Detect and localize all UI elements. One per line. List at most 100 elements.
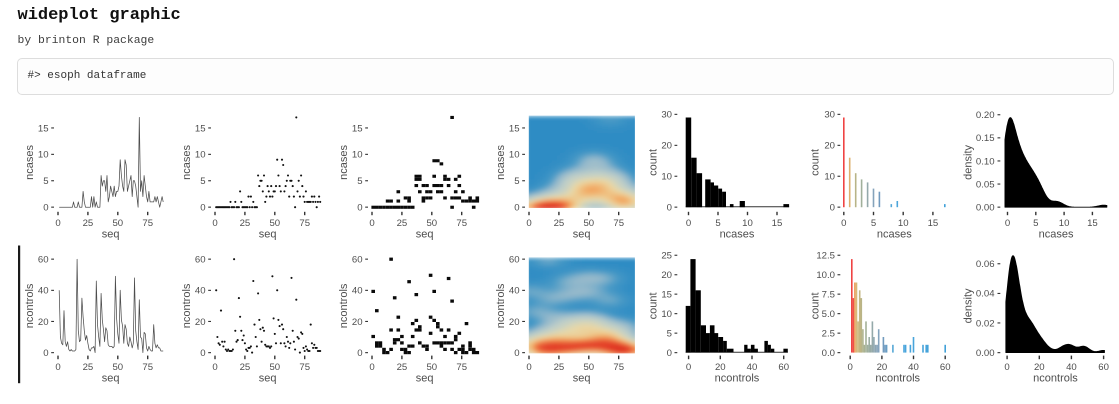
svg-text:0: 0 (55, 362, 60, 373)
svg-text:ncontrols: ncontrols (875, 373, 920, 385)
svg-text:0: 0 (200, 203, 205, 214)
svg-text:seq: seq (573, 373, 591, 385)
svg-text:5: 5 (357, 176, 362, 187)
svg-text:40: 40 (908, 362, 919, 373)
svg-text:25: 25 (240, 362, 251, 373)
svg-text:0: 0 (667, 348, 672, 359)
svg-text:0: 0 (212, 218, 217, 229)
svg-text:ncontrols: ncontrols (24, 283, 36, 328)
svg-text:75: 75 (613, 362, 624, 373)
svg-text:2.5: 2.5 (822, 328, 835, 339)
svg-text:25: 25 (83, 218, 94, 229)
svg-text:density: density (963, 288, 975, 323)
svg-text:75: 75 (142, 362, 153, 373)
svg-text:10: 10 (824, 172, 835, 183)
svg-text:50: 50 (583, 218, 594, 229)
svg-text:5: 5 (200, 176, 205, 187)
svg-text:0: 0 (526, 218, 531, 229)
svg-text:20: 20 (877, 362, 888, 373)
svg-text:ncontrols: ncontrols (715, 373, 760, 385)
svg-text:0: 0 (357, 203, 362, 214)
svg-text:75: 75 (142, 218, 153, 229)
svg-text:count: count (648, 292, 660, 319)
svg-text:0: 0 (55, 218, 60, 229)
svg-text:10: 10 (661, 172, 672, 183)
svg-text:7.5: 7.5 (822, 290, 835, 301)
svg-text:25: 25 (397, 362, 408, 373)
svg-text:0.06: 0.06 (976, 259, 995, 270)
svg-text:5: 5 (1033, 218, 1038, 229)
svg-text:30: 30 (661, 110, 672, 121)
svg-text:seq: seq (102, 228, 120, 240)
svg-text:15: 15 (509, 123, 520, 134)
svg-text:15: 15 (928, 218, 939, 229)
svg-text:20: 20 (661, 270, 672, 281)
svg-text:75: 75 (613, 218, 624, 229)
svg-text:75: 75 (299, 362, 310, 373)
svg-text:50: 50 (269, 218, 280, 229)
svg-text:15: 15 (195, 123, 206, 134)
svg-text:0.20: 0.20 (976, 110, 995, 121)
svg-text:0.04: 0.04 (976, 289, 995, 300)
svg-text:ncases: ncases (877, 228, 912, 240)
svg-text:15: 15 (1087, 218, 1098, 229)
svg-text:0: 0 (1004, 362, 1009, 373)
svg-text:40: 40 (509, 286, 520, 297)
svg-text:5: 5 (871, 218, 876, 229)
svg-text:75: 75 (456, 362, 467, 373)
svg-text:0.05: 0.05 (976, 179, 995, 190)
svg-text:20: 20 (195, 317, 206, 328)
svg-text:seq: seq (102, 373, 120, 385)
svg-text:ncontrols: ncontrols (338, 283, 350, 328)
svg-text:ncontrols: ncontrols (181, 283, 193, 328)
svg-text:0: 0 (667, 203, 672, 214)
svg-text:ncontrols: ncontrols (1033, 373, 1078, 385)
svg-text:seq: seq (416, 373, 434, 385)
svg-text:20: 20 (661, 141, 672, 152)
svg-text:10: 10 (38, 150, 49, 161)
svg-text:ncases: ncases (1039, 228, 1074, 240)
svg-text:5.0: 5.0 (822, 309, 835, 320)
svg-text:0: 0 (841, 218, 846, 229)
svg-text:10: 10 (1059, 218, 1070, 229)
svg-text:ncases: ncases (495, 144, 507, 179)
svg-text:count: count (810, 149, 822, 176)
svg-text:50: 50 (583, 362, 594, 373)
svg-text:60: 60 (195, 255, 206, 266)
svg-text:0.15: 0.15 (976, 133, 995, 144)
svg-text:0: 0 (369, 362, 374, 373)
svg-text:count: count (810, 292, 822, 319)
svg-text:60: 60 (1098, 362, 1109, 373)
svg-text:0: 0 (514, 203, 519, 214)
svg-text:75: 75 (299, 218, 310, 229)
svg-text:25: 25 (554, 218, 565, 229)
svg-text:15: 15 (352, 123, 363, 134)
svg-text:0: 0 (200, 348, 205, 359)
svg-text:40: 40 (195, 286, 206, 297)
svg-text:0.00: 0.00 (976, 203, 995, 214)
svg-text:10: 10 (352, 150, 363, 161)
svg-text:10: 10 (898, 218, 909, 229)
svg-text:15: 15 (661, 290, 672, 301)
svg-text:20: 20 (1034, 362, 1045, 373)
svg-text:0: 0 (830, 203, 835, 214)
svg-text:25: 25 (554, 362, 565, 373)
svg-text:10.0: 10.0 (816, 270, 835, 281)
svg-text:20: 20 (715, 362, 726, 373)
svg-text:40: 40 (747, 362, 758, 373)
svg-text:ncases: ncases (24, 144, 36, 179)
svg-text:seq: seq (259, 228, 277, 240)
svg-text:50: 50 (112, 362, 123, 373)
svg-text:60: 60 (509, 255, 520, 266)
svg-text:75: 75 (456, 218, 467, 229)
svg-text:20: 20 (352, 317, 363, 328)
svg-text:0: 0 (514, 348, 519, 359)
svg-text:40: 40 (1066, 362, 1077, 373)
svg-text:40: 40 (38, 286, 49, 297)
svg-text:12.5: 12.5 (816, 251, 835, 262)
svg-text:5: 5 (514, 176, 519, 187)
svg-text:0.10: 0.10 (976, 156, 995, 167)
svg-text:50: 50 (426, 362, 437, 373)
svg-text:15: 15 (38, 123, 49, 134)
svg-text:0.0: 0.0 (822, 348, 835, 359)
